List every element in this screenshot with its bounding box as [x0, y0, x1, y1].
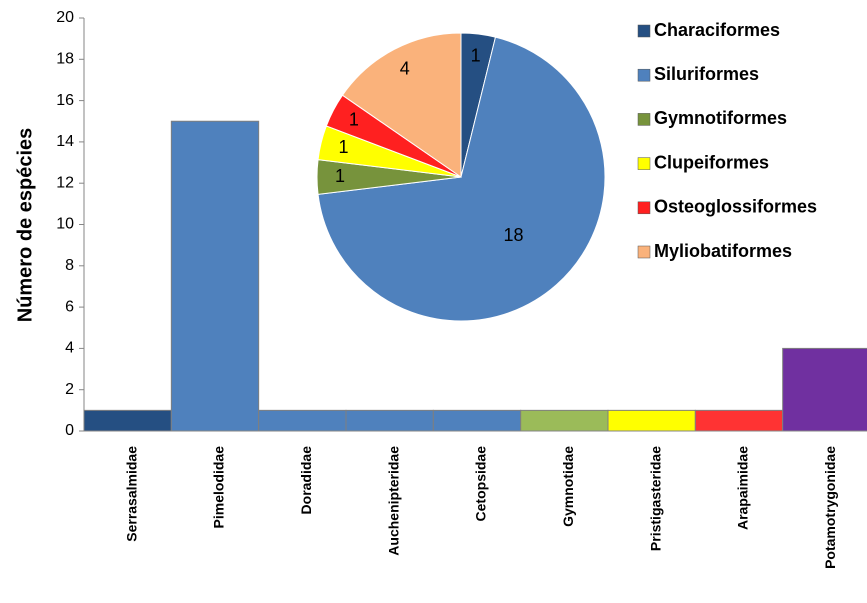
x-tick-label: Serrasalmidae	[123, 446, 139, 542]
pie-slice	[317, 36, 606, 322]
data-label: 1	[339, 137, 349, 157]
y-tick-label: 8	[65, 257, 74, 274]
data-label: 18	[504, 225, 524, 245]
y-tick-label: 4	[65, 340, 74, 357]
x-tick-label: Doradidae	[298, 446, 314, 515]
y-tick-label: 16	[56, 92, 74, 109]
y-tick-label: 10	[56, 216, 74, 233]
legend-swatch	[637, 201, 651, 215]
x-tick-label: Auchenipteridae	[385, 446, 401, 556]
x-tick-label: Arapaimidae	[735, 446, 751, 530]
data-label: 1	[335, 166, 345, 186]
legend-swatch	[637, 24, 651, 38]
pie-slice	[341, 32, 462, 178]
x-tick-label: Gymnotidae	[560, 446, 576, 527]
data-label: 4	[400, 59, 410, 79]
legend-label: Siluriformes	[654, 64, 759, 84]
bar	[520, 409, 609, 432]
x-tick-label: Cetopsidae	[473, 446, 489, 522]
y-tick-label: 18	[56, 51, 74, 68]
y-tick-label: 12	[56, 174, 74, 191]
legend-label: Myliobatiformes	[654, 241, 792, 261]
bar	[345, 409, 434, 432]
legend-swatch	[637, 113, 651, 126]
x-tick-label: Pristigasteridae	[647, 446, 663, 551]
legend-label: Osteoglossiformes	[654, 197, 817, 217]
bar	[607, 409, 696, 432]
bar	[170, 120, 260, 432]
y-tick-label: 0	[65, 422, 74, 439]
legend-label: Gymnotiformes	[654, 108, 787, 128]
data-label: 1	[471, 46, 481, 66]
legend-swatch	[637, 68, 651, 82]
y-tick-label: 2	[65, 381, 74, 398]
legend-label: Characiformes	[654, 20, 780, 40]
legend-swatch	[637, 157, 651, 170]
legend-label: Clupeiformes	[654, 152, 769, 172]
y-axis-label: Número de espécies	[14, 128, 36, 323]
y-tick-label: 20	[56, 9, 74, 26]
legend-swatch	[637, 245, 651, 259]
bar	[432, 409, 522, 432]
data-label: 1	[349, 110, 359, 130]
bar	[694, 409, 784, 432]
bar	[782, 347, 867, 432]
bar	[258, 409, 347, 432]
bar	[83, 409, 172, 432]
x-tick-label: Pimelodidae	[211, 446, 227, 529]
x-tick-label: Potamotrygonidae	[822, 446, 838, 569]
y-tick-label: 14	[56, 133, 74, 150]
y-tick-label: 6	[65, 298, 74, 315]
